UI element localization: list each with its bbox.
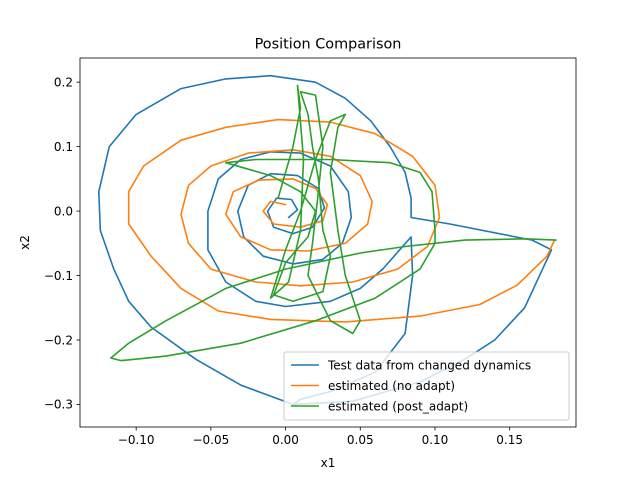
y-axis-ticks: −0.3 −0.2 −0.1 0.0 0.1 0.2	[44, 75, 80, 412]
x-tick-label: 0.15	[496, 433, 523, 447]
x-tick-label: 0.00	[272, 433, 299, 447]
plot-border	[79, 57, 577, 428]
y-tick-label: −0.3	[44, 398, 73, 412]
y-tick-label: 0.1	[54, 140, 73, 154]
x-tick-label: 0.10	[422, 433, 449, 447]
x-axis-label: x1	[321, 456, 336, 470]
legend-label-no-adapt: estimated (no adapt)	[328, 379, 455, 393]
y-tick-label: 0.0	[54, 204, 73, 218]
legend-label-post-adapt: estimated (post_adapt)	[328, 400, 468, 414]
y-tick-label: −0.2	[44, 333, 73, 347]
series-layer	[98, 74, 557, 406]
series-line-post-adapt	[110, 84, 557, 362]
x-tick-label: −0.10	[118, 433, 155, 447]
legend: Test data from changed dynamics estimate…	[283, 351, 570, 421]
legend-label-test: Test data from changed dynamics	[327, 359, 531, 373]
x-tick-label: 0.05	[347, 433, 374, 447]
series-line-no-adapt	[127, 118, 556, 323]
y-tick-label: −0.1	[44, 269, 73, 283]
legend-box	[283, 351, 570, 421]
y-axis-label: x2	[18, 235, 32, 250]
chart-title: Position Comparison	[255, 37, 402, 53]
y-tick-label: 0.2	[54, 75, 73, 89]
x-axis-ticks: −0.10 −0.05 0.00 0.05 0.10 0.15	[118, 427, 523, 447]
series-line-test	[98, 74, 553, 406]
x-tick-label: −0.05	[192, 433, 229, 447]
